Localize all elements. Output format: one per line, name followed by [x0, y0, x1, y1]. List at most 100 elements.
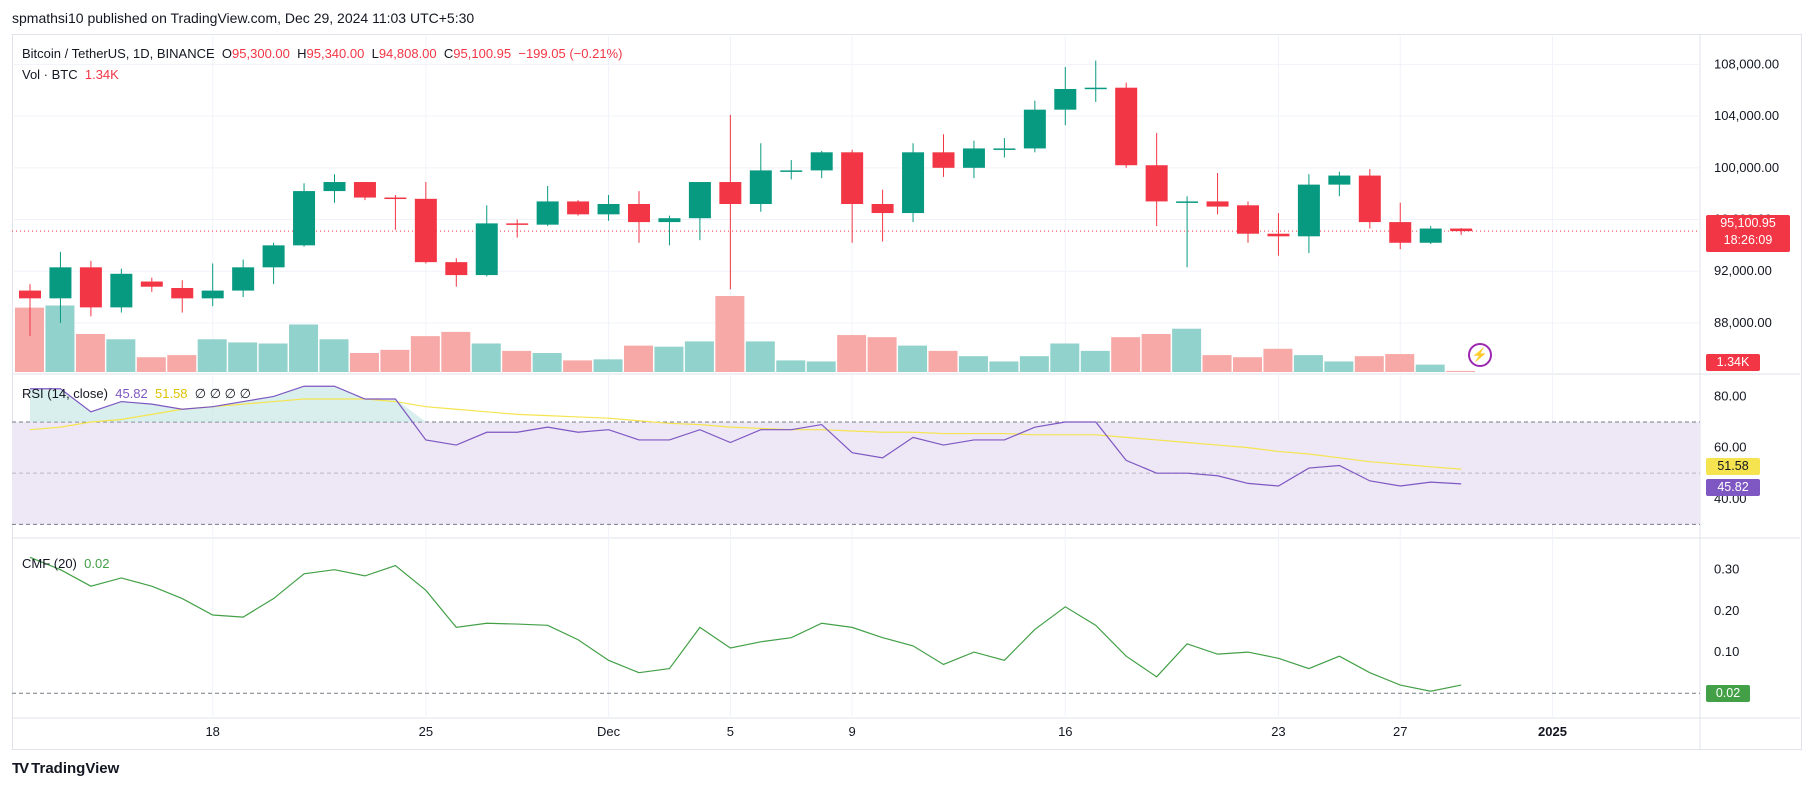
candle-body: [1328, 175, 1351, 185]
volume-bar: [806, 361, 836, 372]
candle-body: [780, 170, 803, 172]
high-value: 95,340.00: [306, 46, 365, 61]
volume-bar: [228, 342, 258, 372]
price-tick-label: 88,000.00: [1714, 315, 1772, 330]
volume-label[interactable]: Vol · BTC: [22, 67, 78, 82]
tradingview-logo[interactable]: TV TradingView: [12, 760, 119, 777]
cmf-badge: 0.02: [1706, 685, 1750, 702]
cmf-line: [29, 556, 1462, 692]
volume-bar: [1324, 361, 1354, 372]
open-value: 95,300.00: [232, 46, 290, 61]
candle-body: [688, 182, 711, 219]
volume-bar: [867, 337, 897, 372]
low-label: L: [371, 46, 379, 61]
volume-bar: [1263, 348, 1293, 372]
candle-body: [1084, 87, 1107, 90]
last-price-badge: 95,100.95 18:26:09: [1706, 215, 1790, 252]
rsi-line: [29, 398, 1462, 470]
candle-body: [19, 290, 41, 299]
candle-body: [1176, 201, 1199, 203]
volume-bar: [1141, 334, 1171, 372]
candle-body: [1419, 228, 1442, 243]
volume-bar: [1019, 356, 1049, 372]
volume-bar: [745, 341, 775, 372]
candle-body: [353, 182, 376, 198]
cmf-label[interactable]: CMF (20): [22, 556, 77, 571]
date-tick-label: 5: [727, 724, 734, 739]
cmf-tick-label: 0.10: [1714, 644, 1739, 659]
rsi-extra: ∅ ∅ ∅ ∅: [194, 386, 251, 401]
candle-body: [414, 198, 437, 263]
candle-body: [902, 152, 925, 214]
candle-body: [749, 170, 772, 204]
date-tick-label: 25: [419, 724, 433, 739]
volume-bar: [410, 336, 440, 372]
cmf-tick-label: 0.20: [1714, 603, 1739, 618]
chart-frame[interactable]: [12, 34, 1802, 750]
volume-bar: [45, 305, 75, 372]
volume-bar: [1050, 343, 1080, 372]
countdown-text: 18:26:09: [1723, 233, 1773, 247]
candle-body: [262, 245, 285, 268]
volume-bar: [654, 346, 684, 372]
volume-bar: [776, 360, 806, 372]
candle-body: [871, 204, 894, 214]
candle-body: [293, 191, 316, 246]
symbol-label[interactable]: Bitcoin / TetherUS, 1D, BINANCE: [22, 46, 215, 61]
rsi-value: 45.82: [115, 386, 148, 401]
cmf-tick-label: 0.30: [1714, 562, 1739, 577]
published-line: spmathsi10 published on TradingView.com,…: [12, 10, 475, 26]
volume-bar: [197, 339, 227, 372]
open-label: O: [221, 46, 233, 61]
candle-body: [506, 223, 529, 225]
volume-badge: 1.34K: [1706, 354, 1760, 371]
volume-bar: [989, 361, 1019, 372]
volume-bar: [928, 350, 958, 372]
candle-body: [1297, 184, 1320, 237]
candle-body: [1267, 233, 1290, 237]
candle-body: [201, 290, 224, 299]
low-value: 94,808.00: [378, 46, 437, 61]
lightning-icon[interactable]: ⚡: [1468, 343, 1492, 367]
price-tick-label: 92,000.00: [1714, 263, 1772, 278]
candle-body: [1054, 88, 1077, 110]
candle-body: [171, 288, 194, 299]
logo-text: TradingView: [31, 760, 120, 777]
candle-body: [1450, 228, 1473, 232]
close-value: 95,100.95: [453, 46, 512, 61]
volume-bar: [898, 345, 928, 372]
date-tick-label: 23: [1271, 724, 1285, 739]
rsi-label[interactable]: RSI (14, close): [22, 386, 108, 401]
date-tick-label: 16: [1058, 724, 1072, 739]
volume-bar: [441, 331, 471, 372]
date-tick-label: 9: [849, 724, 856, 739]
volume-value: 1.34K: [84, 67, 119, 82]
volume-bar: [471, 343, 501, 372]
date-tick-label: 2025: [1538, 724, 1567, 739]
volume-bar: [1446, 370, 1476, 372]
volume-bar: [319, 339, 349, 372]
volume-bar: [1293, 355, 1323, 372]
candle-body: [1145, 165, 1168, 202]
candle-body: [932, 152, 955, 168]
change-value: −199.05 (−0.21%): [518, 46, 623, 61]
candle-body: [658, 218, 681, 223]
volume-bar: [289, 324, 319, 372]
volume-bar: [106, 339, 136, 372]
volume-bar: [380, 349, 410, 372]
volume-bar: [1415, 364, 1445, 372]
volume-bar: [593, 359, 623, 372]
rsi-ma-value: 51.58: [155, 386, 188, 401]
price-tick-label: 104,000.00: [1714, 108, 1779, 123]
candle-body: [110, 273, 133, 308]
volume-bar: [1111, 337, 1141, 372]
volume-bar: [1080, 350, 1110, 372]
rsi-tick-label: 60.00: [1714, 440, 1747, 455]
last-price-text: 95,100.95: [1720, 216, 1776, 230]
candle-body: [628, 204, 650, 223]
rsi-ma-badge: 51.58: [1706, 458, 1760, 475]
volume-bar: [75, 334, 105, 372]
tv-mark-icon: TV: [12, 760, 29, 777]
volume-bar: [1385, 354, 1415, 372]
